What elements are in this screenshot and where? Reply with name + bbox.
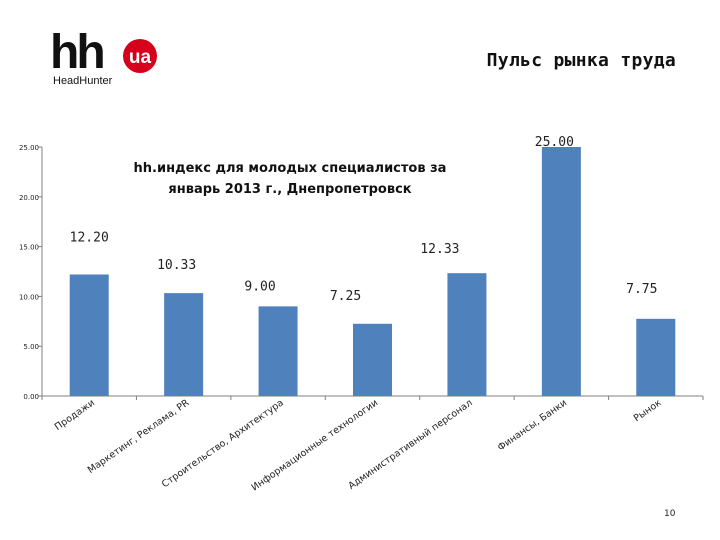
logo-subtitle: HeadHunter	[53, 75, 113, 87]
x-category-label: Продажи	[53, 397, 97, 432]
bar	[69, 274, 109, 396]
headhunter-logo: hh ua HeadHunter	[50, 26, 157, 87]
bar	[353, 323, 392, 396]
chart-title-line-1: hh.индекс для молодых специалистов за	[134, 161, 447, 176]
data-label: 10.33	[157, 258, 196, 273]
bar	[164, 293, 204, 396]
y-tick-label: 20.00	[19, 194, 39, 202]
logo-badge-circle	[123, 39, 157, 73]
x-category-label: Маркетинг, Реклама, PR	[86, 397, 192, 476]
y-tick-label: 10.00	[19, 293, 39, 301]
data-label: 12.20	[70, 230, 109, 245]
data-label: 7.75	[626, 282, 657, 297]
y-tick-label: 5.00	[23, 343, 39, 351]
data-label: 12.33	[420, 242, 459, 257]
x-category-label: Финансы, Банки	[496, 397, 569, 453]
data-label: 9.00	[244, 279, 275, 294]
bar	[541, 147, 581, 396]
logo-hh-text: hh	[50, 26, 103, 79]
logo-badge-text: ua	[129, 47, 152, 68]
page-title: Пульс рынка труда	[486, 50, 676, 71]
data-label: 25.00	[535, 135, 574, 150]
bar	[447, 273, 487, 396]
y-tick-label: 15.00	[19, 244, 39, 252]
bar	[636, 318, 676, 396]
bar	[258, 306, 298, 396]
y-tick-label: 0.00	[23, 393, 39, 401]
data-label: 7.25	[330, 289, 361, 304]
page-number: 10	[664, 509, 676, 519]
y-tick-label: 25.00	[19, 144, 39, 152]
chart-title-line-2: январь 2013 г., Днепропетровск	[168, 182, 411, 197]
x-category-label: Рынок	[632, 397, 664, 424]
